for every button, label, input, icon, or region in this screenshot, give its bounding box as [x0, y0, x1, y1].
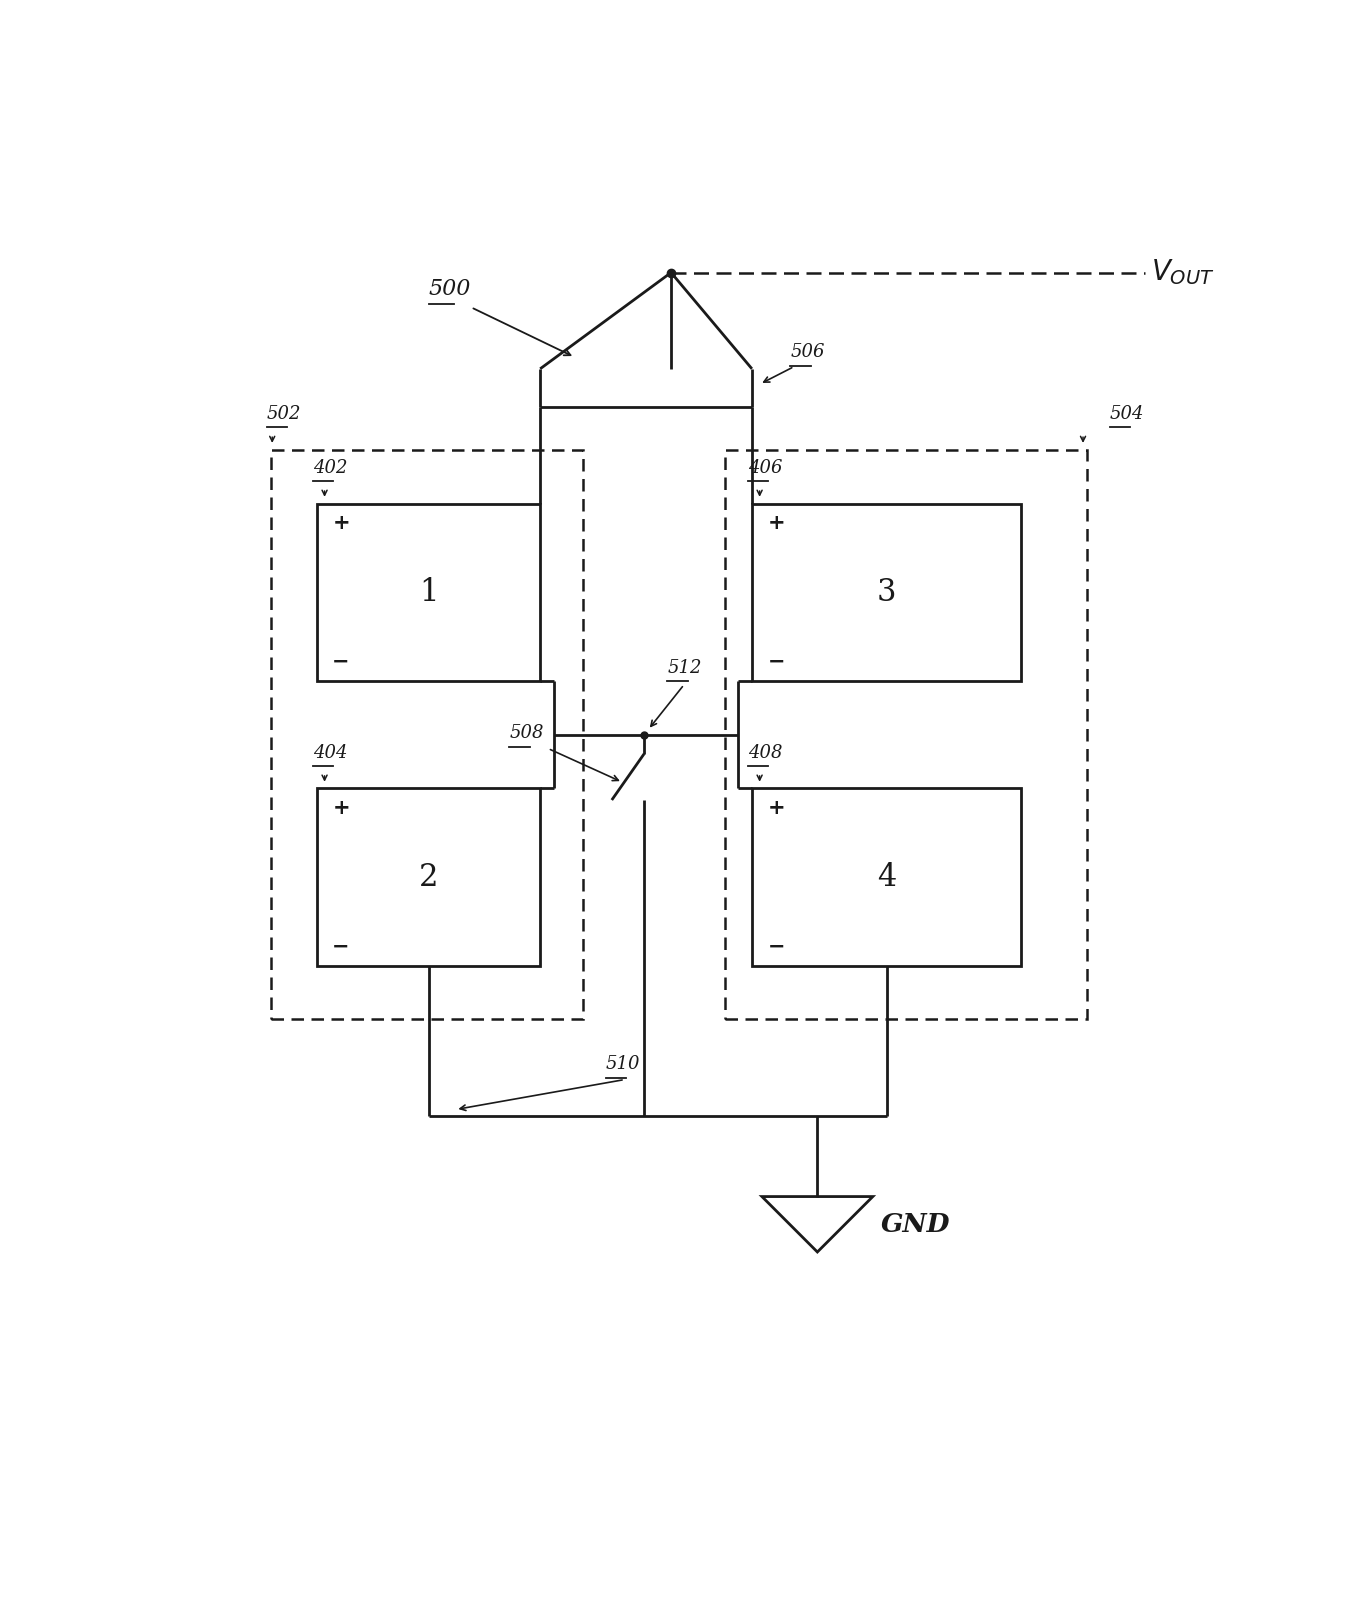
Text: −: − [767, 937, 785, 956]
Text: +: + [767, 797, 785, 818]
Text: 510: 510 [606, 1055, 640, 1073]
Text: 2: 2 [419, 861, 438, 892]
Text: 504: 504 [1109, 404, 1145, 423]
Text: $V_{OUT}$: $V_{OUT}$ [1150, 258, 1215, 287]
Text: 408: 408 [748, 744, 782, 762]
Text: 500: 500 [428, 277, 471, 300]
Text: 4: 4 [877, 861, 896, 892]
Text: 512: 512 [668, 659, 702, 677]
Text: 404: 404 [313, 744, 347, 762]
Text: 508: 508 [509, 725, 544, 743]
Text: 406: 406 [748, 459, 782, 476]
Text: −: − [332, 937, 350, 956]
Text: 506: 506 [791, 343, 825, 361]
Text: −: − [332, 651, 350, 672]
Text: 402: 402 [313, 459, 347, 476]
Text: +: + [767, 513, 785, 533]
Text: GND: GND [881, 1211, 949, 1237]
Text: −: − [767, 651, 785, 672]
Text: 502: 502 [267, 404, 301, 423]
Text: +: + [332, 797, 350, 818]
Text: 1: 1 [419, 576, 438, 608]
Text: 3: 3 [877, 576, 896, 608]
Text: +: + [332, 513, 350, 533]
